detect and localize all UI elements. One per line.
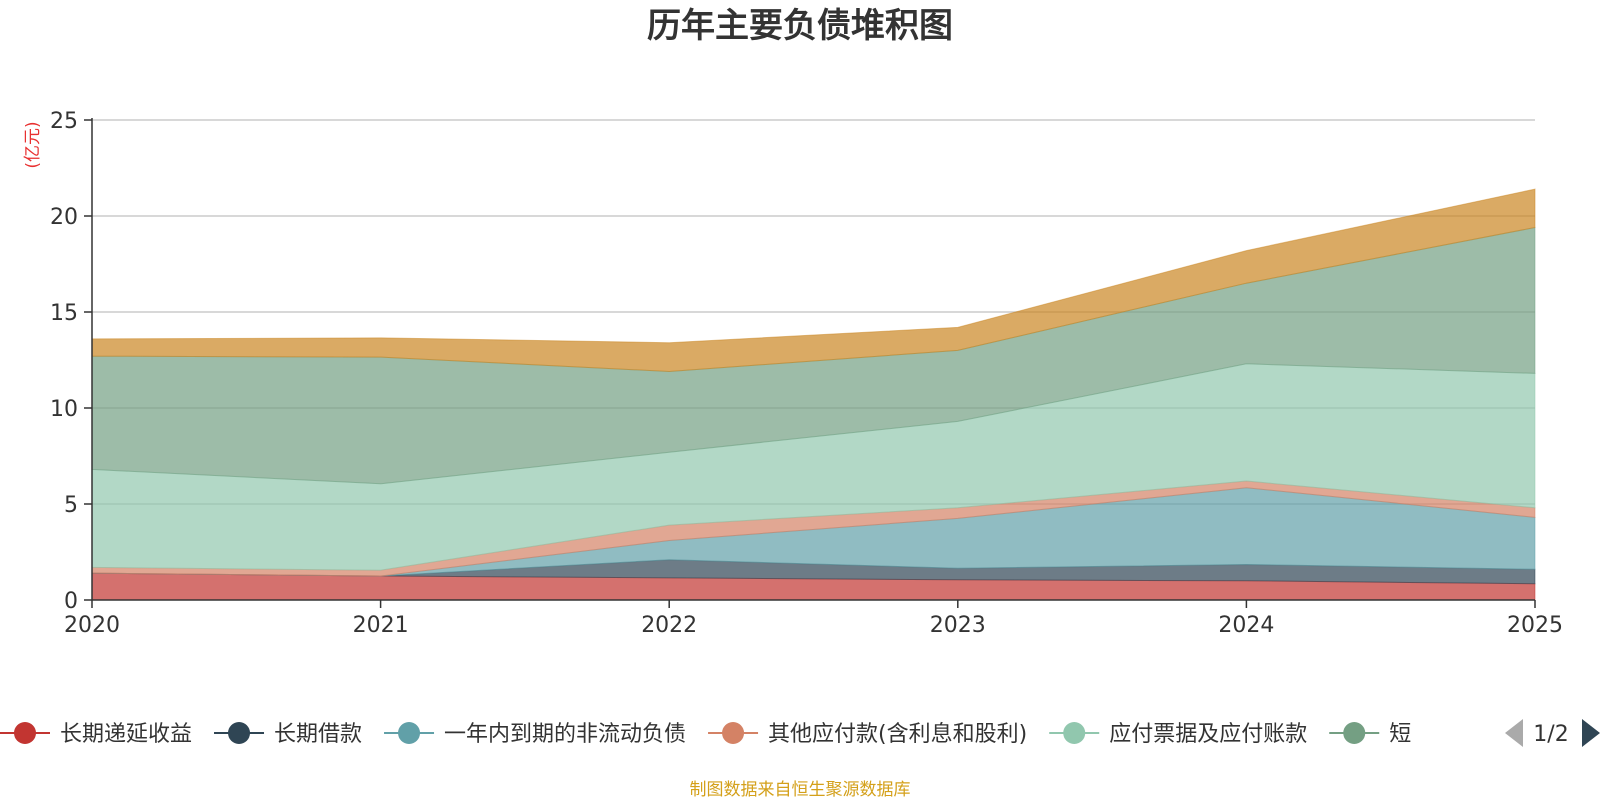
legend-label: 一年内到期的非流动负债 <box>444 722 686 747</box>
legend-marker <box>398 722 421 744</box>
y-tick-label: 0 <box>64 589 78 614</box>
legend-next-arrow-icon[interactable] <box>1582 719 1600 747</box>
chart-title: 历年主要负债堆积图 <box>647 6 953 46</box>
x-tick-label: 2025 <box>1507 613 1563 638</box>
legend-item-5[interactable]: 短 <box>1329 722 1411 747</box>
legend: 长期递延收益 长期借款 一年内到期的非流动负债 其他应付款(含利息和股利) 应付票据及应… <box>0 719 1600 747</box>
y-tick-label: 5 <box>64 493 78 518</box>
legend-label: 应付票据及应付账款 <box>1109 722 1307 747</box>
y-tick-label: 25 <box>50 109 78 134</box>
x-tick-label: 2020 <box>64 613 120 638</box>
legend-marker <box>228 722 251 744</box>
y-tick-label: 15 <box>50 301 78 326</box>
source-note: 制图数据来自恒生聚源数据库 <box>690 780 911 800</box>
y-tick-label: 10 <box>50 397 78 422</box>
legend-item-2[interactable]: 一年内到期的非流动负债 <box>384 722 686 747</box>
y-axis-unit-label: (亿元) <box>23 121 43 168</box>
x-tick-label: 2021 <box>353 613 409 638</box>
legend-prev-arrow-icon[interactable] <box>1505 719 1523 747</box>
legend-label: 长期借款 <box>274 722 362 747</box>
legend-item-0[interactable]: 长期递延收益 <box>0 722 192 747</box>
x-tick-label: 2022 <box>641 613 697 638</box>
legend-label: 其他应付款(含利息和股利) <box>768 722 1027 747</box>
x-tick-label: 2024 <box>1218 613 1274 638</box>
legend-items: 长期递延收益 长期借款 一年内到期的非流动负债 其他应付款(含利息和股利) 应付票据及应… <box>0 722 1411 747</box>
legend-marker <box>1063 722 1086 744</box>
legend-label: 短 <box>1389 722 1411 747</box>
legend-item-1[interactable]: 长期借款 <box>214 722 362 747</box>
area-series-6[interactable] <box>91 188 1536 373</box>
legend-marker <box>722 722 745 744</box>
y-tick-label: 20 <box>50 205 78 230</box>
legend-label: 长期递延收益 <box>60 722 192 747</box>
legend-item-3[interactable]: 其他应付款(含利息和股利) <box>708 722 1027 747</box>
legend-item-4[interactable]: 应付票据及应付账款 <box>1049 722 1307 747</box>
legend-marker <box>1343 722 1366 744</box>
legend-page-indicator: 1/2 <box>1533 722 1568 747</box>
area-series-group <box>91 188 1536 601</box>
legend-marker <box>14 722 36 744</box>
x-tick-label: 2023 <box>930 613 986 638</box>
